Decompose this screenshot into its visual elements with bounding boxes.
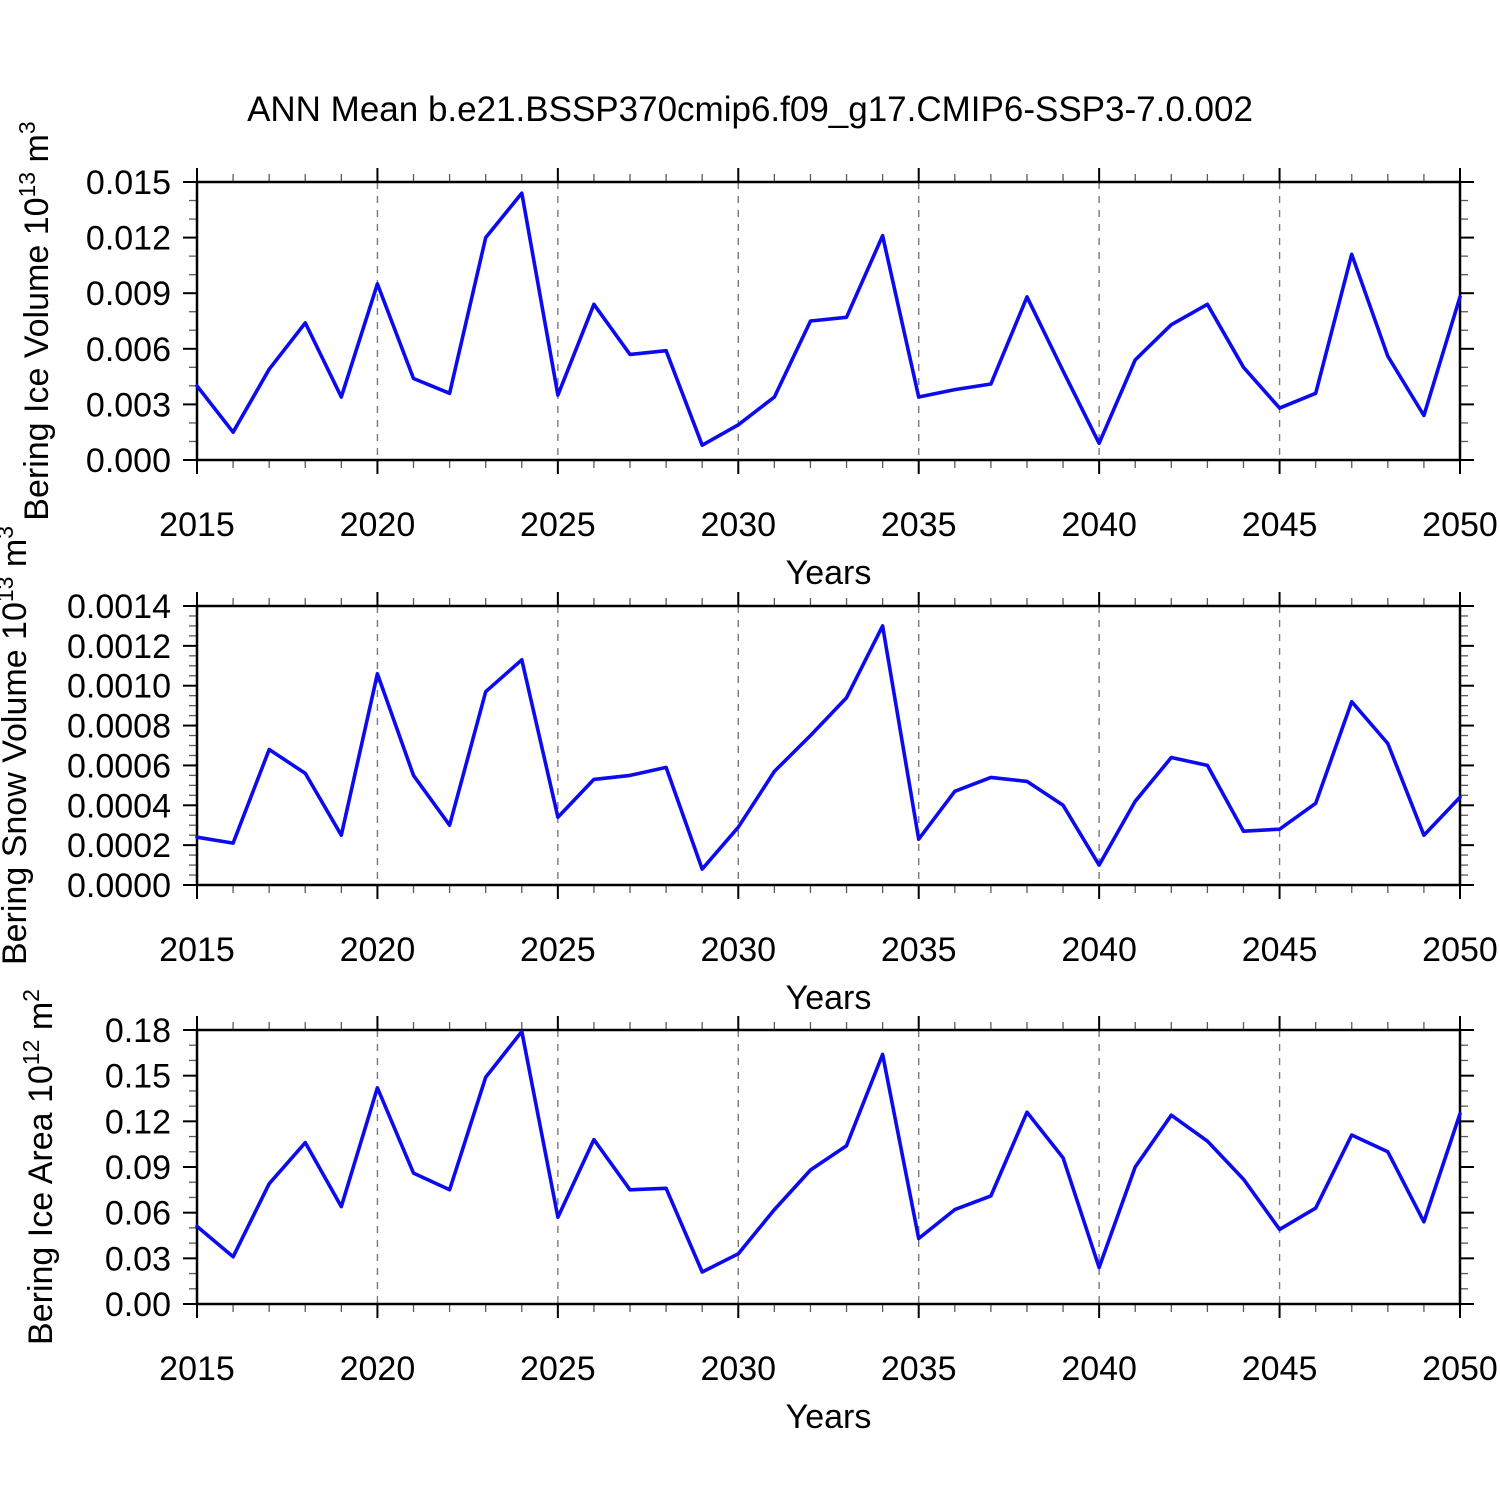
x-tick-label: 2040 <box>1061 931 1137 969</box>
x-tick-label: 2030 <box>700 506 776 544</box>
y-tick-label: 0.0012 <box>67 628 171 666</box>
y-tick-label: 0.0002 <box>67 827 171 865</box>
series-line-ice-area <box>195 1029 1462 1274</box>
x-tick-label: 2045 <box>1242 1350 1318 1388</box>
y-tick-label: 0.0014 <box>67 588 171 626</box>
y-tick-label: 0.009 <box>86 275 171 313</box>
x-tick-label: 2025 <box>520 506 596 544</box>
x-axis-title: Years <box>786 554 872 592</box>
x-tick-label: 2035 <box>881 1350 957 1388</box>
x-tick-label: 2040 <box>1061 506 1137 544</box>
x-tick-label: 2025 <box>520 1350 596 1388</box>
x-tick-label: 2015 <box>159 931 235 969</box>
x-tick-label: 2020 <box>340 1350 416 1388</box>
x-tick-label: 2045 <box>1242 506 1318 544</box>
chart-snow-volume: 0.00000.00020.00040.00060.00080.00100.00… <box>0 526 1498 1017</box>
x-axis-title: Years <box>786 1398 872 1436</box>
y-tick-label: 0.015 <box>86 164 171 202</box>
x-tick-label: 2030 <box>700 931 776 969</box>
y-tick-label: 0.06 <box>105 1195 171 1233</box>
x-tick-label: 2015 <box>159 1350 235 1388</box>
y-tick-label: 0.0006 <box>67 747 171 785</box>
y-tick-label: 0.18 <box>105 1012 171 1050</box>
y-tick-label: 0.15 <box>105 1058 171 1096</box>
y-tick-label: 0.003 <box>86 386 171 424</box>
x-tick-label: 2050 <box>1422 931 1498 969</box>
chart-ice-area: 0.00 0.03 0.06 0.09 0.12 0.15 0.18 2015 2020 2025… <box>18 989 1498 1436</box>
x-tick-label: 2050 <box>1422 506 1498 544</box>
series-line-snow-volume <box>195 624 1462 871</box>
y-tick-label: 0.0008 <box>67 708 171 746</box>
x-tick-label: 2045 <box>1242 931 1318 969</box>
chart-ice-volume: 0.000 0.003 0.006 0.009 0.012 0.015 2015 2020 20… <box>14 121 1498 592</box>
plot-frame <box>195 180 1462 462</box>
y-tick-label: 0.0000 <box>67 867 171 905</box>
y-tick-label: 0.006 <box>86 331 171 369</box>
x-tick-label: 2035 <box>881 931 957 969</box>
x-tick-label: 2030 <box>700 1350 776 1388</box>
y-tick-label: 0.012 <box>86 220 171 258</box>
chart-title: ANN Mean b.e21.BSSP370cmip6.f09_g17.CMIP… <box>247 90 1253 129</box>
y-tick-label: 0.12 <box>105 1103 171 1141</box>
y-tick-label: 0.000 <box>86 442 171 480</box>
plot-frame <box>195 1028 1462 1306</box>
y-axis-title: Bering Snow Volume 1013 m3 <box>0 526 34 965</box>
y-axis-title: Bering Ice Area 1012 m2 <box>18 989 60 1345</box>
y-axis-title: Bering Ice Volume 1013 m3 <box>14 121 56 520</box>
x-tick-label: 2015 <box>159 506 235 544</box>
plot-frame <box>195 604 1462 887</box>
y-tick-label: 0.03 <box>105 1240 171 1278</box>
x-axis-title: Years <box>786 979 872 1017</box>
x-tick-label: 2040 <box>1061 1350 1137 1388</box>
y-tick-label: 0.00 <box>105 1286 171 1324</box>
y-tick-label: 0.0010 <box>67 668 171 706</box>
x-tick-label: 2020 <box>340 506 416 544</box>
y-tick-label: 0.0004 <box>67 787 171 825</box>
x-tick-label: 2020 <box>340 931 416 969</box>
x-tick-label: 2035 <box>881 506 957 544</box>
series-line-ice-volume <box>195 191 1462 447</box>
x-tick-label: 2050 <box>1422 1350 1498 1388</box>
y-tick-label: 0.09 <box>105 1149 171 1187</box>
x-tick-label: 2025 <box>520 931 596 969</box>
